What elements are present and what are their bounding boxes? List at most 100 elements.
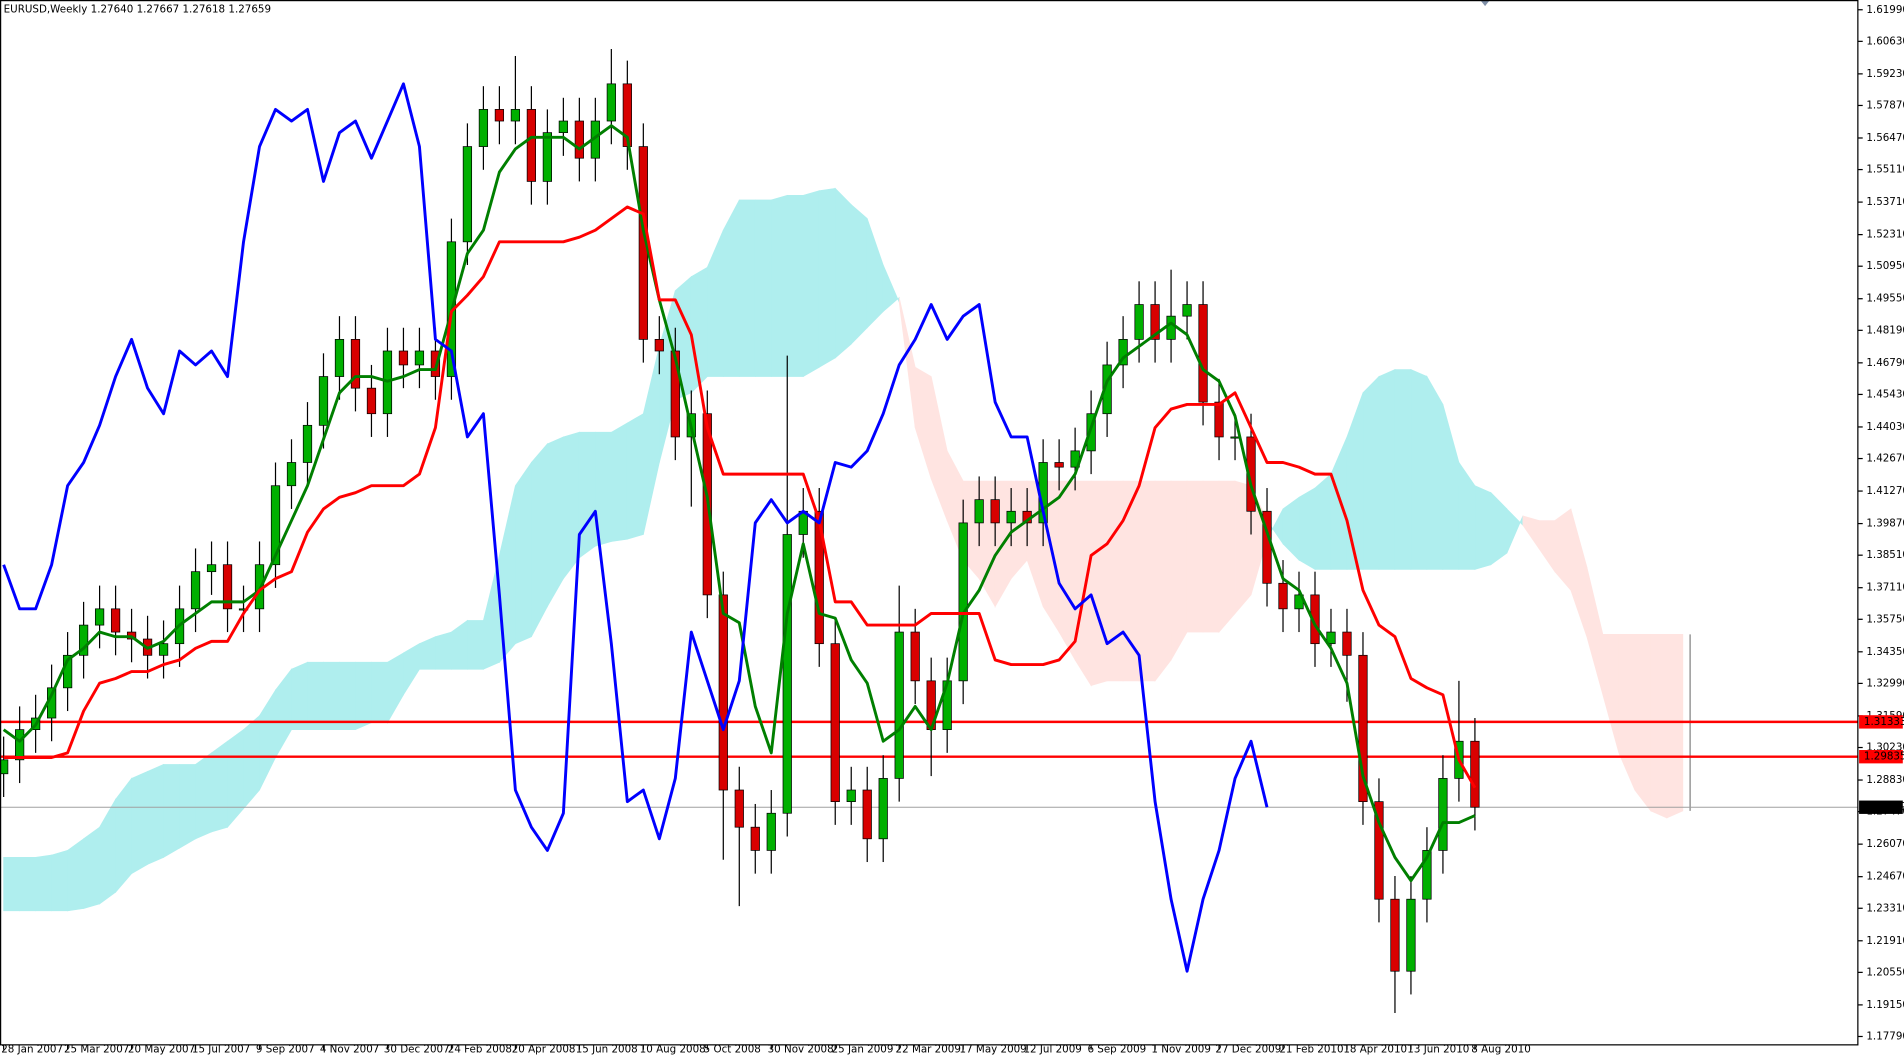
candle-body <box>1390 898 1400 972</box>
cloud-segment <box>371 661 388 724</box>
candle-body <box>542 132 552 182</box>
cloud-segment <box>147 763 164 865</box>
x-tick-label: 18 Apr 2010 <box>1343 1044 1407 1056</box>
candle-body <box>0 759 9 775</box>
y-tick-label: 1.60630 <box>1866 35 1904 47</box>
y-tick-label: 1.57870 <box>1866 99 1904 111</box>
level-label: 1.31333 <box>1864 716 1904 728</box>
cloud-segment <box>738 199 756 377</box>
candle-body <box>222 564 233 610</box>
x-tick-label: 25 Jan 2009 <box>832 1044 894 1056</box>
indicator-line <box>3 205 1477 789</box>
candle-body <box>398 350 409 366</box>
cloud-segment <box>307 661 324 730</box>
cloud-segment <box>1426 375 1444 570</box>
candle-body <box>526 109 536 182</box>
y-tick-label: 1.23310 <box>1866 902 1904 914</box>
cloud-segment <box>834 187 852 359</box>
candle-body <box>766 812 776 851</box>
candle-body <box>862 789 872 840</box>
candle-body <box>846 789 856 803</box>
cloud-segment <box>610 422 628 542</box>
candle-body <box>1118 339 1128 366</box>
candle-body <box>510 109 521 122</box>
candle-body <box>302 424 313 463</box>
level-label: 1.29835 <box>1864 751 1904 763</box>
chart-title: EURUSD,Weekly 1.27640 1.27667 1.27618 1.… <box>4 4 271 16</box>
cloud-segment <box>195 752 212 840</box>
candle-body <box>958 522 968 682</box>
y-tick-label: 1.45430 <box>1866 388 1904 400</box>
candle-body <box>1182 304 1192 317</box>
candle-body <box>1054 462 1064 468</box>
x-tick-label: 15 Jul 2007 <box>192 1044 250 1056</box>
candle-body <box>990 499 1000 524</box>
candle-body <box>670 350 680 438</box>
y-tick-label: 1.17790 <box>1866 1030 1904 1042</box>
cloud-segment <box>131 770 148 875</box>
cloud-segment <box>291 661 308 730</box>
y-tick-label: 1.28830 <box>1866 774 1904 786</box>
candle-body <box>1326 631 1336 645</box>
y-tick-label: 1.37110 <box>1866 582 1904 594</box>
x-tick-label: 21 Feb 2010 <box>1279 1044 1343 1056</box>
candle-body <box>830 643 840 803</box>
candle-body <box>1470 740 1480 808</box>
x-tick-label: 27 Dec 2009 <box>1215 1044 1281 1056</box>
cloud-segment <box>323 661 340 730</box>
cloud-segment <box>1362 375 1380 570</box>
cloud-segment <box>531 442 548 637</box>
candle-body <box>1422 850 1432 900</box>
candle-body <box>782 534 792 814</box>
candle-body <box>1406 898 1416 972</box>
cloud-segment <box>19 857 36 912</box>
candle-body <box>1006 510 1016 524</box>
candle-body <box>15 729 25 761</box>
y-tick-label: 1.46790 <box>1866 357 1904 369</box>
candle-body <box>1214 401 1224 438</box>
x-tick-label: 20 Apr 2008 <box>512 1044 576 1056</box>
plot-frame <box>0 0 1859 1046</box>
cloud-segment <box>1410 369 1428 570</box>
y-tick-label: 1.20550 <box>1866 966 1904 978</box>
y-tick-label: 1.35750 <box>1866 613 1904 625</box>
cloud-segment <box>1154 480 1172 682</box>
x-tick-label: 20 May 2007 <box>128 1044 195 1056</box>
y-tick-label: 1.19150 <box>1866 999 1904 1011</box>
candle-body <box>206 564 217 573</box>
cloud-segment <box>211 740 228 833</box>
cloud-segment <box>83 826 100 909</box>
y-tick-label: 1.52310 <box>1866 229 1904 241</box>
level-label: 1.27659 <box>1864 801 1904 813</box>
cloud-segment <box>818 187 836 368</box>
candle-body <box>894 631 904 779</box>
cloud-segment <box>722 199 740 377</box>
y-tick-label: 1.39870 <box>1866 518 1904 530</box>
x-tick-label: 9 Sep 2007 <box>256 1044 315 1056</box>
candle-body <box>110 608 121 633</box>
cloud-segment <box>754 199 772 377</box>
indicator-line <box>2 82 1269 973</box>
candle-body <box>414 350 425 366</box>
cloud-segment <box>467 620 484 670</box>
x-tick-label: 15 Jun 2008 <box>576 1044 638 1056</box>
cloud-segment <box>802 190 820 378</box>
y-tick-label: 1.44030 <box>1866 421 1904 433</box>
level-label-box <box>1859 750 1903 764</box>
y-tick-label: 1.26070 <box>1866 838 1904 850</box>
y-tick-label: 1.21910 <box>1866 935 1904 947</box>
y-tick-label: 1.55110 <box>1866 164 1904 176</box>
x-tick-label: 12 Jul 2009 <box>1023 1044 1081 1056</box>
candle-body <box>558 120 568 134</box>
candle-body <box>334 339 345 377</box>
cloud-segment <box>850 203 868 345</box>
cloud-segment <box>355 661 372 731</box>
candle-body <box>318 376 329 426</box>
cloud-segment <box>1218 480 1236 634</box>
candle-body <box>574 120 584 159</box>
x-tick-label: 10 Aug 2008 <box>640 1044 706 1056</box>
cloud-segment <box>1650 634 1668 819</box>
cloud-segment <box>1202 480 1220 633</box>
